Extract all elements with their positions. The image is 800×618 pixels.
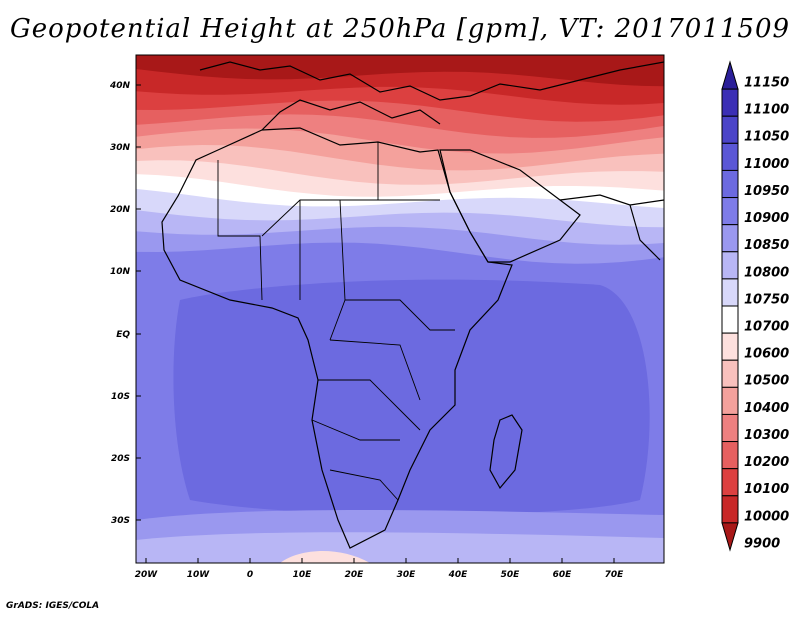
colorbar-label: 10800 (744, 265, 789, 280)
colorbar-swatch (721, 169, 739, 199)
colorbar-label: 10000 (744, 509, 789, 524)
country-border (318, 379, 421, 431)
colorbar-label: 11150 (744, 76, 789, 91)
asia-coastline (559, 194, 665, 206)
colorbar-label: 11100 (744, 103, 789, 118)
colorbar-label: 10950 (744, 184, 789, 199)
colorbar-swatch (721, 278, 739, 307)
colorbar-swatch (721, 332, 739, 361)
colorbar-label: 10100 (744, 482, 789, 497)
colorbar-label: 11000 (744, 157, 789, 172)
colorbar-swatch (721, 224, 739, 253)
lat-label: 10N (110, 267, 131, 277)
arabia-coastline (439, 149, 581, 263)
colorbar-label: 10200 (744, 455, 789, 470)
field-band (173, 279, 650, 515)
colorbar-swatch (721, 413, 739, 443)
colorbar-swatch (721, 305, 739, 334)
lat-label: 40N (109, 81, 131, 91)
lon-label: 0 (247, 570, 253, 580)
country-border (217, 160, 263, 301)
colorbar-swatch (721, 60, 739, 90)
field-band (136, 55, 664, 87)
colorbar-label: 10300 (744, 428, 789, 443)
country-border (377, 142, 440, 201)
colorbar-swatch (721, 441, 739, 470)
field-band (136, 532, 664, 563)
lat-axis: 40N 30N 20N 10N EQ 10S 20S 30S (109, 81, 141, 526)
colorbar-swatch (721, 359, 739, 388)
madagascar-coastline (489, 414, 523, 490)
colorbar-label: 9900 (744, 536, 780, 551)
height-field (136, 55, 664, 563)
colorbar-label: 10600 (744, 347, 789, 362)
lon-label: 20W (135, 570, 159, 580)
lon-label: 40E (448, 570, 469, 580)
country-border (329, 469, 399, 501)
country-border (311, 419, 400, 441)
colorbar-swatch (721, 495, 739, 524)
lat-label: 20S (111, 454, 130, 464)
lon-label: 20E (345, 570, 365, 580)
country-border (329, 339, 421, 401)
colorbar-label: 10750 (744, 292, 789, 307)
colorbar-label: 10700 (744, 320, 789, 335)
lat-label: 30S (111, 516, 130, 526)
lon-label: 10E (293, 570, 313, 580)
lat-label: EQ (116, 330, 130, 340)
colorbar-label: 10900 (744, 211, 789, 226)
africa-coastline (161, 127, 513, 549)
lon-axis: 20W 10W 0 10E 20E 30E 40E 50E 60E 70E (135, 558, 624, 580)
lon-label: 70E (605, 570, 625, 580)
lat-label: 30N (110, 143, 131, 153)
colorbar-swatch (721, 142, 739, 171)
lon-label: 30E (397, 570, 417, 580)
colorbar-swatch (721, 197, 739, 226)
colorbar-swatch (721, 522, 739, 552)
lon-label: 10W (187, 570, 211, 580)
lon-label: 60E (553, 570, 573, 580)
coastlines (161, 61, 665, 549)
lon-label: 50E (501, 570, 521, 580)
country-border (261, 199, 378, 237)
lat-label: 10S (111, 392, 130, 402)
colorbar-label: 11050 (744, 130, 789, 145)
india-coastline (629, 204, 661, 261)
colorbar-swatch (721, 251, 739, 280)
europe-coastline (199, 61, 665, 101)
grads-credit: GrADS: IGES/COLA (6, 601, 100, 611)
colorbar-swatch (721, 115, 739, 144)
country-border (345, 299, 455, 331)
map-frame (135, 54, 665, 564)
colorbar-label: 10850 (744, 238, 789, 253)
map-title: Geopotential Height at 250hPa [gpm], VT:… (9, 14, 791, 44)
mediterranean-coastline (261, 99, 441, 131)
colorbar-swatch (721, 468, 739, 497)
colorbar-label: 10400 (744, 401, 789, 416)
colorbar: 11150 11100 11050 11000 10950 10900 10850 10800… (721, 60, 789, 552)
colorbar-swatch (721, 386, 739, 415)
lat-label: 20N (110, 205, 131, 215)
colorbar-label: 10500 (744, 374, 789, 389)
colorbar-swatch (721, 88, 739, 117)
